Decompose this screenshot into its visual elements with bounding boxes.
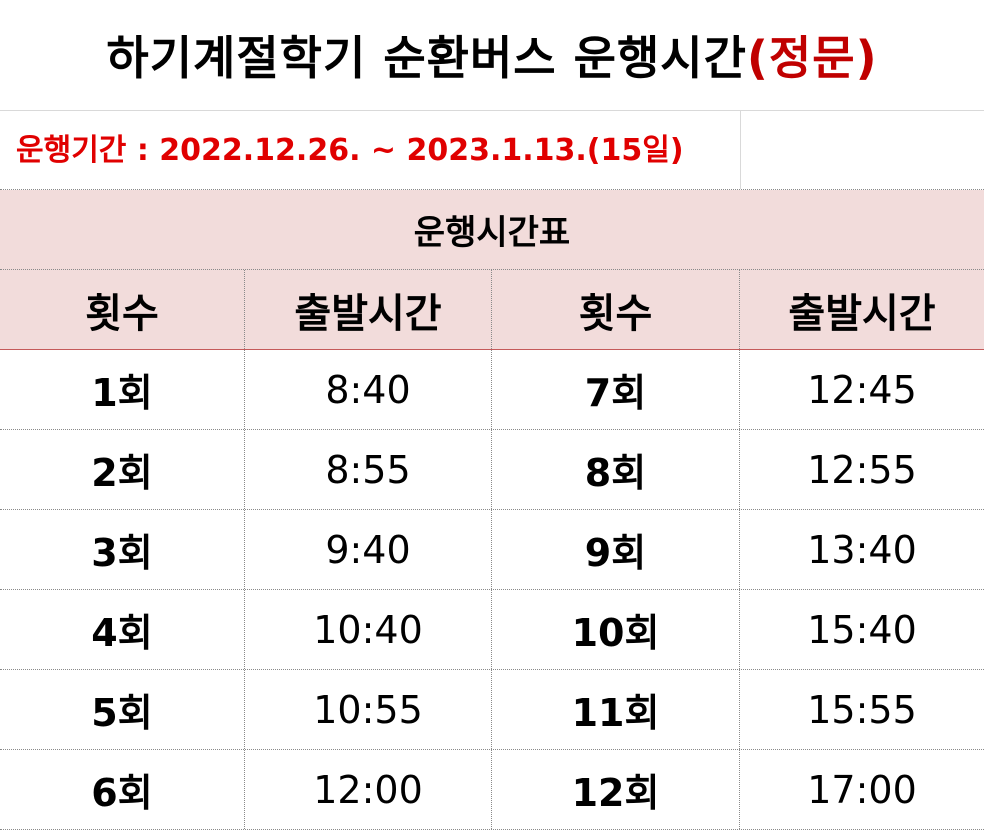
table-row: 3회 9:40 9회 13:40	[0, 510, 984, 590]
trip-number-cell: 1회	[0, 350, 245, 429]
trip-number-cell: 7회	[492, 350, 740, 429]
trip-number-cell: 6회	[0, 750, 245, 829]
trip-number-cell: 10회	[492, 590, 740, 669]
departure-time-cell: 15:40	[807, 607, 917, 652]
operation-period: 운행기간 : 2022.12.26. ~ 2023.1.13.(15일)	[16, 133, 684, 168]
departure-time-cell: 12:55	[807, 447, 917, 492]
trip-number-cell: 5회	[0, 670, 245, 749]
schedule-title: 운행시간표	[0, 190, 984, 270]
trip-number-cell: 3회	[0, 510, 245, 589]
title-main: 하기계절학기 순환버스 운행시간	[106, 31, 747, 85]
trip-number-cell: 9회	[492, 510, 740, 589]
column-header-trip-left: 횟수	[0, 270, 245, 349]
table-row: 2회 8:55 8회 12:55	[0, 430, 984, 510]
departure-time-cell: 12:45	[807, 367, 917, 412]
title-accent: (정문)	[746, 31, 878, 85]
column-header-time-right: 출발시간	[788, 290, 936, 337]
trip-number-cell: 11회	[492, 670, 740, 749]
schedule-column-headers: 횟수 출발시간 횟수 출발시간	[0, 270, 984, 350]
trip-number-cell: 2회	[0, 430, 245, 509]
column-header-time-left: 출발시간	[245, 270, 492, 349]
departure-time-cell: 8:40	[245, 350, 492, 429]
departure-time-cell: 15:55	[807, 687, 917, 732]
table-row: 4회 10:40 10회 15:40	[0, 590, 984, 670]
page-title: 하기계절학기 순환버스 운행시간 (정문)	[0, 0, 984, 111]
trip-number-cell: 4회	[0, 590, 245, 669]
column-header-trip-right: 횟수	[492, 270, 740, 349]
trip-number-cell: 8회	[492, 430, 740, 509]
schedule-table-body: 1회 8:40 7회 12:45 2회 8:55 8회 12:55 3회 9:4…	[0, 350, 984, 830]
departure-time-cell: 17:00	[807, 767, 917, 812]
table-row: 5회 10:55 11회 15:55	[0, 670, 984, 750]
departure-time-cell: 8:55	[245, 430, 492, 509]
departure-time-cell: 10:55	[245, 670, 492, 749]
trip-number-cell: 12회	[492, 750, 740, 829]
operation-period-row: 운행기간 : 2022.12.26. ~ 2023.1.13.(15일)	[0, 111, 984, 190]
departure-time-cell: 13:40	[807, 527, 917, 572]
departure-time-cell: 9:40	[245, 510, 492, 589]
table-row: 6회 12:00 12회 17:00	[0, 750, 984, 830]
table-row: 1회 8:40 7회 12:45	[0, 350, 984, 430]
period-divider	[740, 111, 741, 189]
departure-time-cell: 10:40	[245, 590, 492, 669]
departure-time-cell: 12:00	[245, 750, 492, 829]
